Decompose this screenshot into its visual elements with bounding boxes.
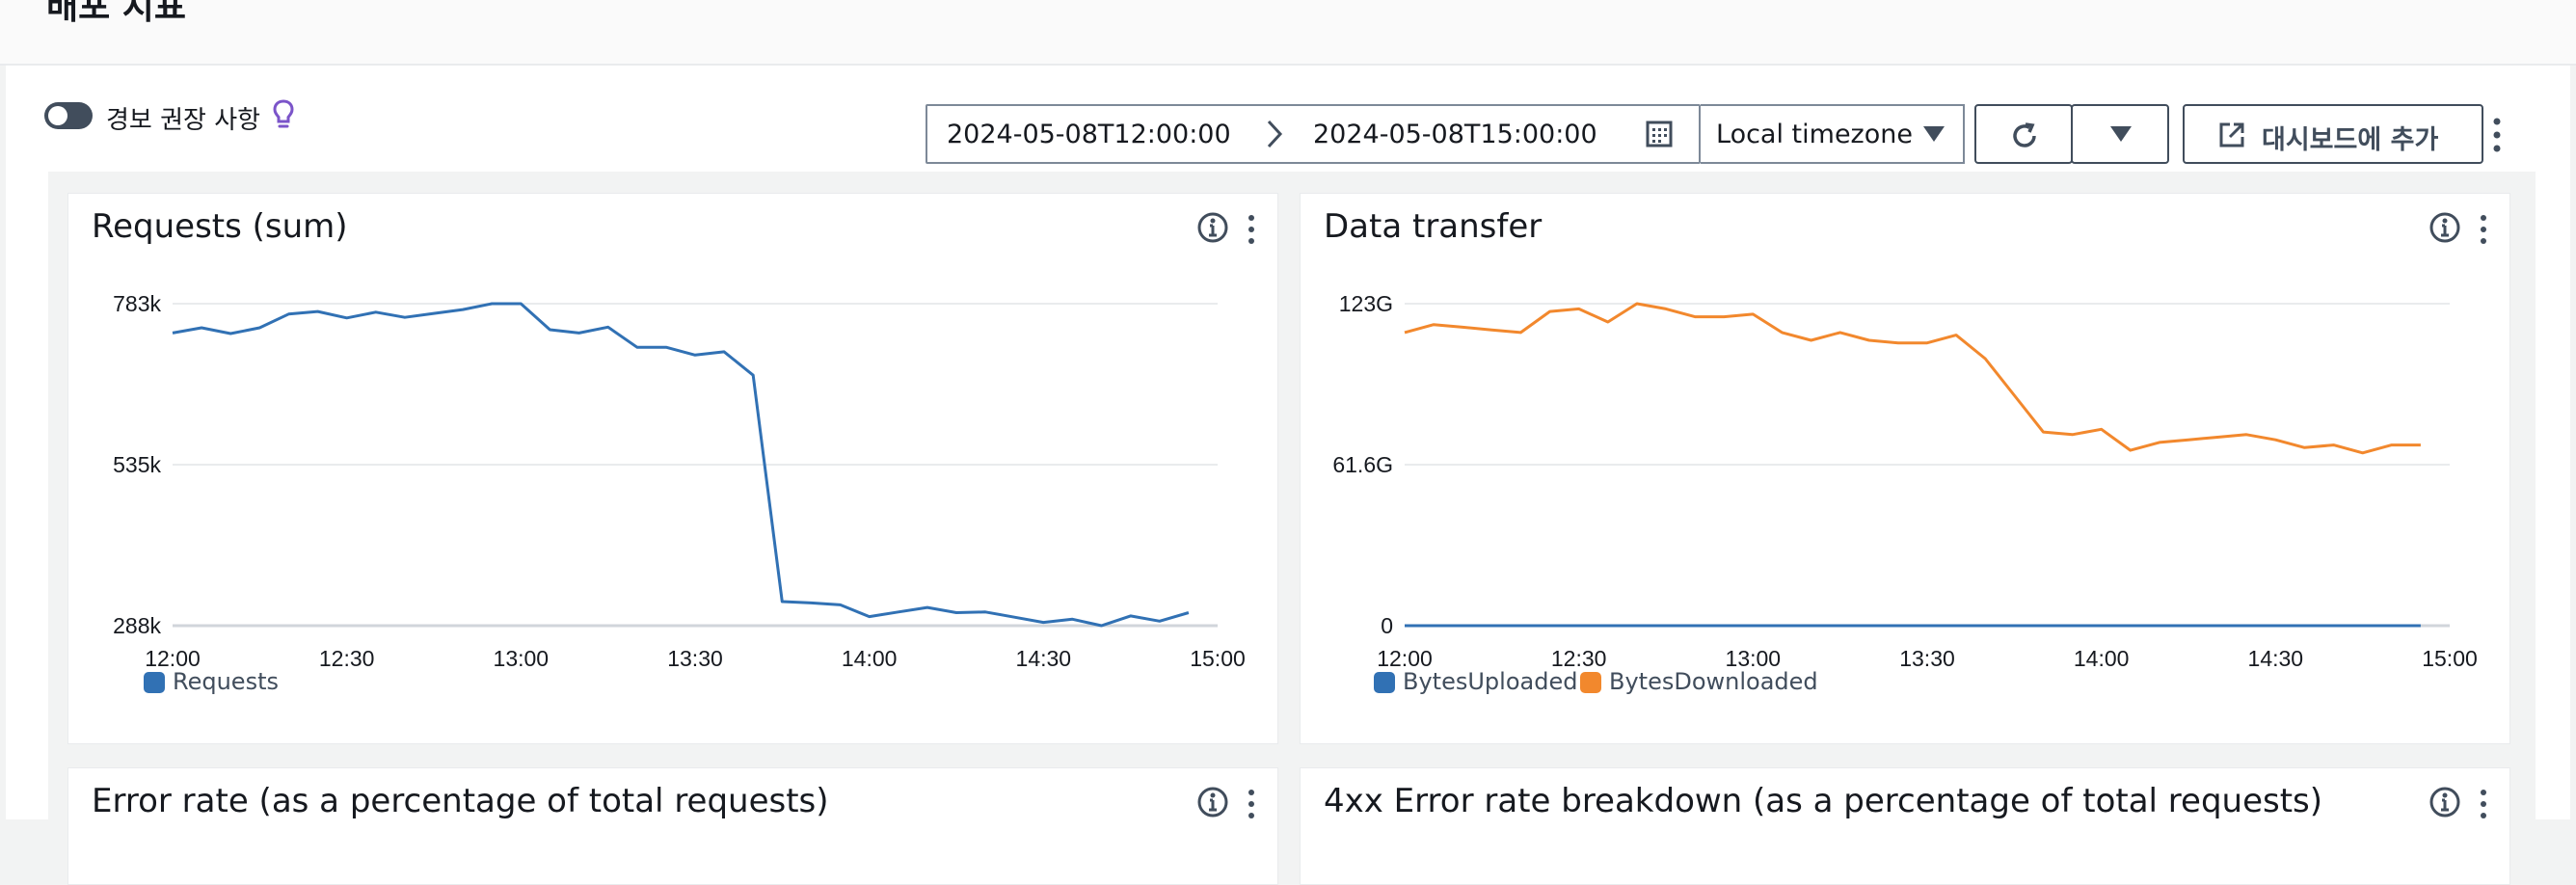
data-transfer-chart: 0 61.6G 123G 12:00 12:30 13:00 13:30 14:00 14:30… [1332,291,2478,671]
y-tick-label: 288k [113,613,161,638]
caret-down-icon [2110,126,2132,142]
alarm-recommendation-toggle[interactable] [44,102,93,129]
x-tick-label: 13:30 [1899,646,1955,671]
caret-down-icon [1923,126,1945,142]
4xx-error-rate-widget: 4xx Error rate breakdown (as a percentag… [1300,767,2510,885]
x-tick-label: 13:00 [494,646,550,671]
widget-title: Error rate (as a percentage of total req… [92,782,829,820]
x-tick-label: 14:30 [2248,646,2304,671]
x-tick-label: 12:00 [145,646,201,671]
refresh-options-dropdown[interactable] [2071,104,2169,164]
requests-chart: 288k 535k 783k 12:00 12:30 13:00 13:30 14:00 14:… [113,291,1246,671]
date-range-picker[interactable]: 2024-05-08T12:00:00 2024-05-08T15:00:00 [926,104,1701,164]
y-tick-label: 123G [1339,291,1393,316]
legend-label: Requests [173,668,279,695]
start-time-field[interactable]: 2024-05-08T12:00:00 [947,120,1231,149]
x-tick-label: 15:00 [2422,646,2478,671]
data-transfer-widget: Data transfer 0 61.6G 123G 12:00 12:30 13:00 1… [1300,193,2510,744]
y-tick-label: 783k [113,291,161,316]
legend-label: BytesDownloaded [1609,668,1818,695]
x-tick-label: 14:00 [842,646,898,671]
widget-title: Requests (sum) [92,207,348,246]
add-to-dashboard-button[interactable]: 대시보드에 추가 [2183,104,2483,164]
x-tick-label: 14:00 [2074,646,2130,671]
calendar-icon[interactable] [1645,120,1674,148]
refresh-icon [2013,122,2036,148]
x-tick-label: 12:30 [1551,646,1607,671]
refresh-button[interactable] [1974,104,2073,164]
legend-item-bytes-uploaded[interactable]: BytesUploaded [1374,668,1577,695]
external-link-icon [2219,122,2244,148]
widget-more-icon[interactable] [1247,788,1256,820]
error-rate-widget: Error rate (as a percentage of total req… [67,767,1278,885]
y-tick-label: 0 [1381,613,1393,638]
x-tick-label: 14:30 [1016,646,1072,671]
legend-swatch [1374,672,1395,693]
widget-more-icon[interactable] [2479,788,2488,820]
alarm-recommendation-label: 경보 권장 사항 [106,106,261,135]
timezone-select[interactable]: Local timezone [1701,104,1965,164]
legend-swatch [1580,672,1601,693]
legend-item-bytes-downloaded[interactable]: BytesDownloaded [1580,668,1818,695]
add-to-dashboard-label: 대시보드에 추가 [2262,125,2439,155]
widget-title: Data transfer [1324,207,1543,246]
y-tick-label: 535k [113,452,161,477]
dashboard-grid: Requests (sum) 288k 535k 783k 12:00 12:30 13:… [48,172,2536,885]
info-icon[interactable] [2428,786,2461,818]
widget-more-icon[interactable] [1247,213,1256,246]
info-icon[interactable] [2428,211,2461,244]
legend-item-requests[interactable]: Requests [144,668,279,695]
page-title: 배포 지표 [46,0,187,27]
x-tick-label: 13:30 [667,646,723,671]
chevron-right-icon [1267,120,1283,148]
main-panel: 경보 권장 사항 2024-05-08T12:00:00 2024-05-08T… [6,66,2570,885]
timezone-label: Local timezone [1716,120,1913,149]
x-tick-label: 15:00 [1190,646,1246,671]
requests-widget: Requests (sum) 288k 535k 783k 12:00 12:30 13:… [67,193,1278,744]
more-options-icon[interactable] [2491,116,2503,154]
toggle-knob [48,106,67,125]
end-time-field[interactable]: 2024-05-08T15:00:00 [1313,120,1597,149]
x-tick-label: 12:30 [319,646,375,671]
x-tick-label: 13:00 [1726,646,1782,671]
widget-more-icon[interactable] [2479,213,2488,246]
legend-swatch [144,672,165,693]
info-icon[interactable] [1196,211,1229,244]
x-tick-label: 12:00 [1377,646,1433,671]
y-tick-label: 61.6G [1332,452,1393,477]
page-header: 배포 지표 [0,0,2576,66]
series-line-BytesDownloaded[interactable] [1404,302,2421,455]
series-line-Requests[interactable] [172,302,1190,628]
lightbulb-icon[interactable] [272,99,295,132]
info-icon[interactable] [1196,786,1229,818]
legend-label: BytesUploaded [1403,668,1578,695]
widget-title: 4xx Error rate breakdown (as a percentag… [1324,782,2323,820]
